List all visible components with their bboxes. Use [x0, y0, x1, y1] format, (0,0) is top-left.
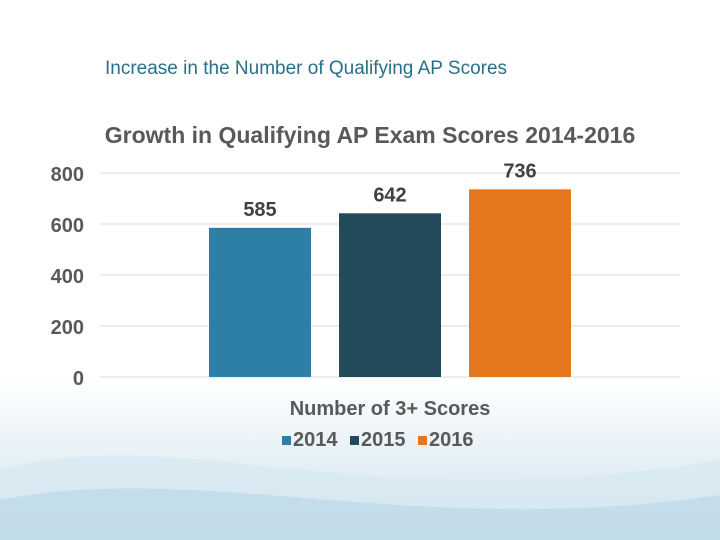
bar-2014 [209, 227, 311, 377]
legend-label-2016: 2016 [429, 429, 474, 451]
legend-label-2014: 2014 [293, 429, 338, 451]
legend-label-2015: 2015 [361, 429, 406, 451]
y-tick-label: 600 [51, 215, 84, 237]
x-axis-label: Number of 3+ Scores [290, 398, 491, 420]
data-label-2016: 736 [503, 160, 536, 182]
y-tick-label: 200 [51, 317, 84, 339]
legend-swatch-2015 [350, 436, 359, 445]
legend-swatch-2016 [418, 436, 427, 445]
legend-swatch-2014 [282, 436, 291, 445]
y-tick-label: 400 [51, 266, 84, 288]
y-axis-ticks: 0 200 400 600 800 [51, 164, 84, 390]
y-tick-label: 800 [51, 164, 84, 186]
bar-2015 [339, 213, 441, 377]
bar-2016 [469, 189, 571, 377]
background-wave [0, 455, 720, 540]
bars [209, 189, 571, 377]
slide-title: Increase in the Number of Qualifying AP … [105, 58, 508, 79]
data-label-2015: 642 [373, 184, 406, 206]
chart-title: Growth in Qualifying AP Exam Scores 2014… [105, 122, 635, 148]
data-labels: 585 642 736 [243, 160, 536, 221]
data-label-2014: 585 [243, 199, 276, 221]
legend: 2014 2015 2016 [282, 429, 474, 451]
y-tick-label: 0 [73, 368, 84, 390]
